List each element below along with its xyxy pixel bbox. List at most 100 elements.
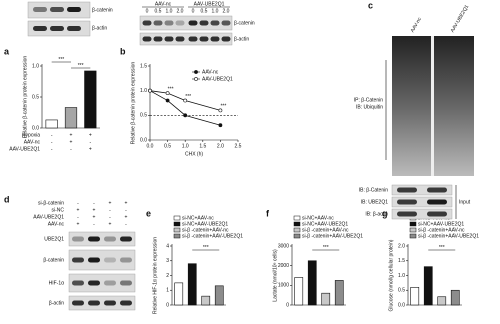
y-axis-label: Relative HIF-1α protein expression [152,237,158,314]
input-row-label: IB: β-actin [365,211,388,217]
blot-band [120,300,132,306]
series-marker [165,91,170,96]
blot-band [142,20,152,26]
blot-band [210,36,220,42]
bar [321,292,331,306]
y-tick-label: 3000 [278,243,289,249]
panel-label: a [4,46,10,56]
blot-band [142,36,152,42]
y-tick-label: 1000 [278,283,289,289]
y-axis-label: Relative β-catenin protein expression [130,62,136,145]
legend-label: si-β -catenin+AAV-nc [182,227,229,233]
legend-marker [194,70,198,74]
blot-band [104,257,116,263]
panel-label: c [368,0,373,10]
legend-label: AAV-UBE2Q1 [202,76,233,82]
blot-band [199,36,209,42]
x-tick-label: 0.5 [164,143,171,149]
series-marker [218,123,223,128]
bar [437,296,447,306]
blot-band [88,300,100,306]
x-tick-label: 2.5 [235,143,242,149]
blot-band [175,36,185,42]
condition-name: AAV-UBE2Q1 [33,214,64,220]
blot-band [397,199,417,205]
y-tick-label: 4 [166,243,169,249]
blot-band [427,211,447,217]
input-row-label: IB: β-Catenin [359,187,388,193]
legend-label: si-β -catenin+AAV-UBE2Q1 [182,233,243,239]
blot-row-label: β-catenin [43,257,64,263]
blot-time: 1.0 [166,8,173,14]
blot-band [164,36,174,42]
y-tick-label: 1 [166,288,169,294]
y-tick-label: 3 [166,258,169,264]
legend-swatch [409,227,417,233]
legend-label: si-NC+AAV-UBE2Q1 [182,221,228,227]
condition-name: AAV-nc [48,221,65,227]
condition-sign: + [77,221,80,227]
blot-membrane [139,15,233,31]
y-tick-label: 1.0 [32,63,39,69]
condition-sign: + [93,214,96,220]
blot-membrane [68,249,136,271]
series-marker [218,108,223,113]
y-tick-label: 2000 [278,263,289,269]
legend-swatch [293,233,301,239]
y-tick-label: 1.0 [140,88,147,94]
y-axis-label: Lactate (nmol/10⁶ cells) [272,249,278,302]
y-axis-label: Relative β-catenin protein expression [22,56,28,139]
bar [450,289,460,306]
y-tick-label: 0.5 [398,288,405,294]
condition-sign: - [89,139,91,145]
blot-band [120,257,132,263]
condition-sign: - [125,207,127,213]
blot-band [221,20,231,26]
blot-membrane [68,273,136,293]
condition-name: AAV-UBE2Q1 [9,146,40,152]
condition-sign: + [125,200,128,206]
bar [45,119,58,129]
series-marker [148,88,152,93]
blot-band [199,20,209,26]
condition-name: si-β-catenin [38,200,64,206]
legend-swatch [409,233,417,239]
condition-sign: + [89,132,92,138]
blot-row-label: HIF-1α [49,280,65,286]
series-marker [165,98,170,103]
legend-marker [194,77,198,81]
lane-gap [431,36,434,176]
y-tick-label: 1.5 [398,258,405,264]
blot-band [50,7,64,12]
condition-sign: - [109,214,111,220]
panel-label: b [120,46,126,56]
legend-swatch [293,221,301,227]
blot-time: 2.0 [223,8,230,14]
blot-time: 2.0 [177,8,184,14]
y-tick-label: 0.5 [140,113,147,119]
blot-band [72,300,84,306]
y-tick-label: 1.0 [398,273,405,279]
bar [214,285,224,306]
blot-row-label: β-actin [92,25,107,31]
y-tick-label: 0.0 [140,137,147,143]
bar [423,266,433,306]
condition-sign: - [51,139,53,145]
blot-band [427,187,447,193]
x-tick-label: 1.5 [199,143,206,149]
condition-sign: + [93,207,96,213]
blot-band [188,36,198,42]
y-tick-label: 0.5 [32,94,39,100]
legend-label: si-NC+AAV-UBE2Q1 [302,221,348,227]
significance: *** [58,57,64,63]
blot-band [120,236,132,242]
x-axis-label: CHX (h) [185,151,203,157]
blot-row-label: β-catenin [92,7,113,13]
blot-band [153,36,163,42]
bar [294,277,304,306]
blot-group: AAV-nc [155,1,172,7]
blot-membrane [391,184,453,196]
blot-band [153,20,163,26]
blot-membrane [391,208,453,220]
